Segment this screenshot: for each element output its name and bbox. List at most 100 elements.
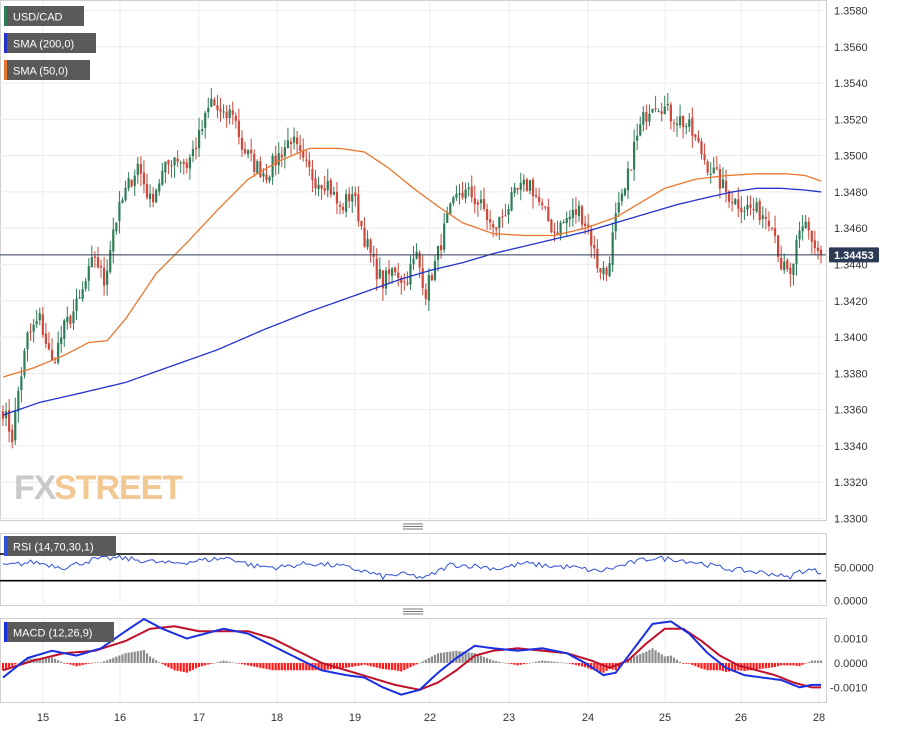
candle-body [103, 267, 106, 286]
pane-resize-handle-rsi[interactable] [403, 523, 423, 530]
macd-hist-bar [188, 662, 191, 672]
macd-hist-bar [112, 657, 115, 663]
price-tick-label: 1.3520 [834, 114, 868, 126]
candle-body [538, 196, 541, 203]
macd-hist-bar [455, 650, 458, 663]
macd-hist-bar [381, 662, 384, 670]
macd-hist-bar [256, 662, 259, 668]
macd-hist-bar [642, 652, 645, 663]
macd-hist-bar [418, 662, 421, 664]
legend-rsi[interactable]: RSI (14,70,30,1) [4, 536, 116, 556]
candle-body [66, 316, 69, 323]
legend-sma50[interactable]: SMA (50,0) [4, 60, 90, 80]
macd-hist-bar [596, 662, 599, 672]
macd-hist-bar [559, 662, 562, 663]
candle-body [53, 362, 57, 364]
candle-body [246, 150, 250, 155]
macd-line [2, 617, 821, 696]
candle-body [317, 184, 320, 190]
candle-body [574, 209, 578, 215]
macd-hist-bar [167, 662, 170, 668]
macd-hist-bar [253, 662, 256, 667]
macd-hist-bar [758, 662, 761, 670]
candle-body [213, 99, 216, 106]
candle-body [721, 179, 725, 188]
macd-hist-bar [345, 662, 348, 668]
macd-hist-bar [274, 662, 277, 671]
candle-body [629, 169, 633, 171]
macd-tick-label: -0.0010 [830, 682, 867, 694]
macd-hist-bar [17, 662, 20, 664]
candle-body [587, 224, 590, 228]
candle-body [354, 192, 357, 197]
candle-body [145, 183, 149, 198]
candle-body [443, 223, 446, 250]
candle-body [675, 123, 679, 126]
candle-body [789, 267, 792, 275]
macd-hist-bar [752, 662, 755, 670]
macd-hist-bar [633, 656, 636, 663]
candle-body [691, 117, 694, 136]
x-tick-label: 26 [735, 712, 747, 724]
macd-hist-bar [96, 662, 100, 663]
macd-hist-bar [476, 654, 479, 663]
legend-macd[interactable]: MACD (12,26,9) [4, 622, 114, 642]
candle-body [804, 221, 807, 229]
candle-body [571, 209, 574, 219]
candle-body [541, 202, 544, 206]
candle-body [440, 245, 443, 251]
candle-body [63, 320, 66, 339]
price-tick-label: 1.3560 [834, 42, 868, 54]
candle-body [292, 136, 296, 143]
candle-body [351, 194, 354, 202]
legend-symbol-swatch [4, 6, 7, 26]
macd-hist-bar [443, 652, 446, 663]
candle-body [332, 192, 335, 195]
candle-body [375, 258, 378, 280]
macd-hist-bar [363, 662, 366, 665]
candle-body [173, 157, 176, 166]
macd-hist-bar [292, 662, 296, 671]
macd-hist-bar [571, 662, 574, 665]
legend-sma50-box [4, 60, 90, 80]
candle-body [44, 333, 47, 344]
candle-body [109, 250, 112, 272]
candle-body [390, 268, 394, 276]
candle-body [718, 168, 721, 189]
macd-hist-bar [375, 662, 378, 668]
candle-body [421, 268, 424, 289]
price-tick-label: 1.3500 [834, 151, 868, 163]
candle-body [727, 191, 731, 202]
candle-body [115, 222, 118, 232]
candle-body [84, 281, 87, 289]
legend-sma200[interactable]: SMA (200,0) [4, 33, 96, 53]
candle-body [734, 199, 737, 205]
macd-hist-bar [538, 661, 541, 663]
candle-body [712, 167, 715, 174]
macd-hist-bar [412, 662, 415, 666]
candle-body [81, 289, 84, 300]
macd-hist-bar [148, 656, 152, 663]
macd-hist-bar [636, 655, 639, 663]
macd-hist-bar [602, 662, 605, 673]
x-tick-label: 15 [37, 712, 49, 724]
candle-body [777, 235, 780, 257]
macd-hist-bar [72, 662, 75, 666]
candle-body [286, 140, 290, 149]
candle-body [522, 179, 525, 185]
legend-rsi-label: RSI (14,70,30,1) [13, 542, 94, 554]
x-tick-label: 28 [813, 712, 825, 724]
legend-symbol-label: USD/CAD [13, 12, 63, 24]
macd-hist-bar [406, 662, 409, 669]
macd-hist-bar [495, 661, 498, 663]
candle-body [155, 189, 158, 203]
macd-hist-bar [103, 661, 106, 663]
candle-body [688, 119, 691, 127]
macd-hist-bar [296, 662, 299, 671]
candle-body [164, 161, 167, 173]
macd-hist-bar [489, 659, 492, 663]
legend-symbol[interactable]: USD/CAD [4, 6, 84, 26]
macd-hist-bar [816, 660, 820, 663]
pane-resize-handle-macd[interactable] [403, 608, 423, 615]
